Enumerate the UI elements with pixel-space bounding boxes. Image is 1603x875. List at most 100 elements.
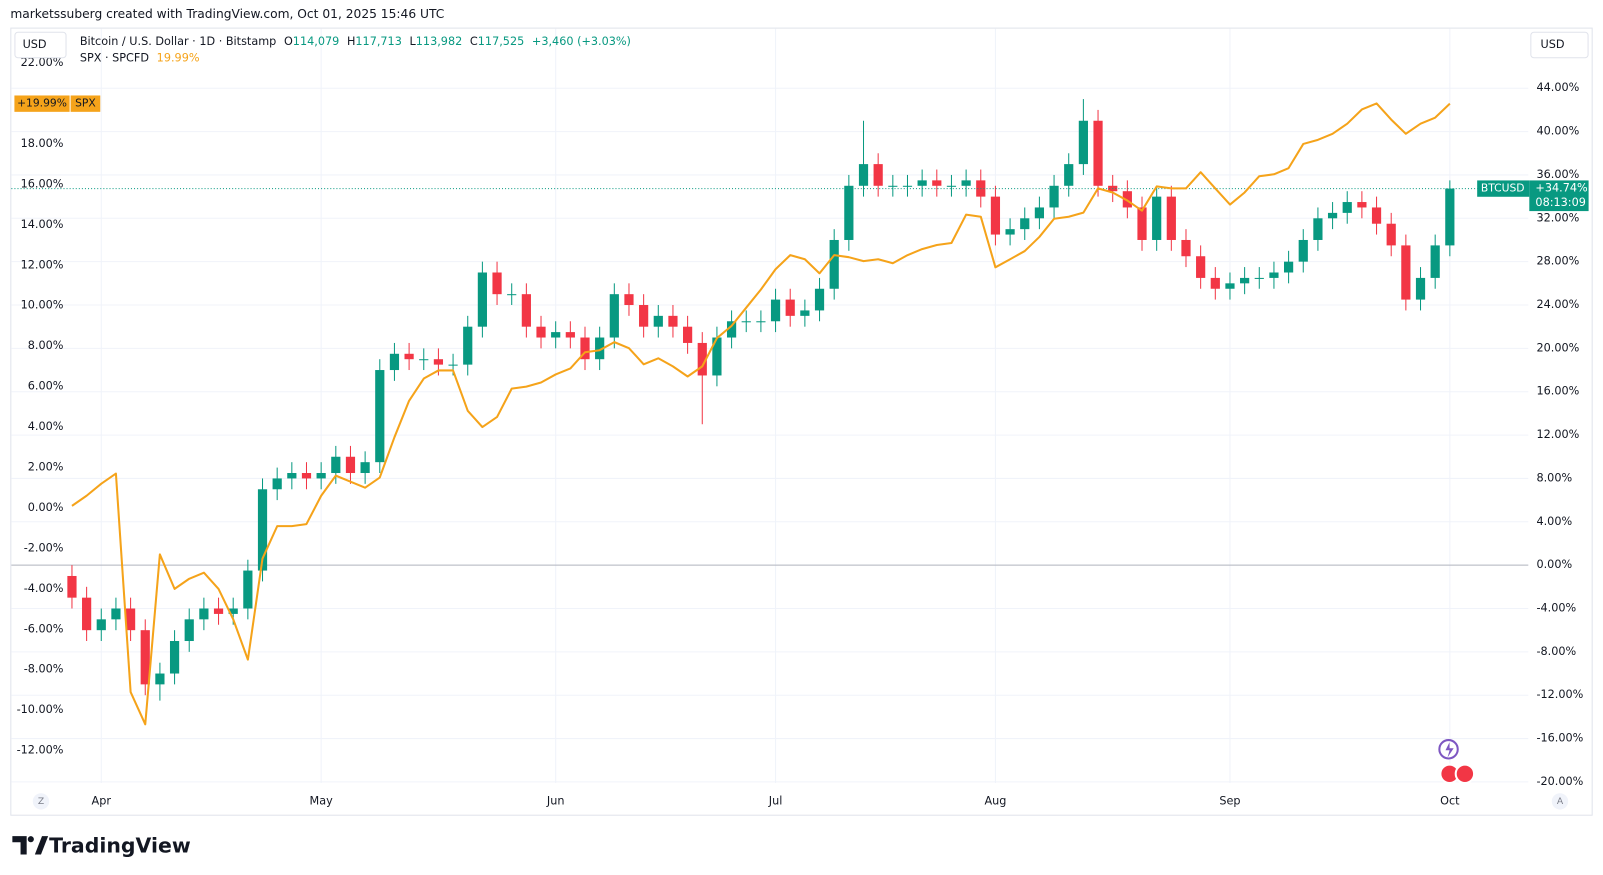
y2-tick-label: -20.00% bbox=[1536, 775, 1583, 788]
auto-label[interactable]: A bbox=[1557, 796, 1564, 807]
candle-body bbox=[800, 310, 810, 316]
candle-body bbox=[785, 299, 795, 316]
legend-value: 113,982 bbox=[416, 35, 462, 48]
candle-body bbox=[419, 359, 429, 361]
candle-body bbox=[257, 489, 268, 571]
legend-line: Bitcoin / U.S. Dollar · 1D · Bitstamp O 1… bbox=[80, 35, 631, 48]
chart-frame bbox=[10, 27, 1593, 816]
candle-body bbox=[551, 332, 561, 338]
overlay: 44.00% 40.00% 36.00% 32.00% 28.00% 24.00% 20.0… bbox=[14, 56, 1589, 807]
candle-body bbox=[272, 478, 282, 490]
price-tag-value: +34.74% bbox=[1535, 182, 1588, 195]
candle-body bbox=[536, 326, 546, 338]
candle-body bbox=[169, 641, 180, 674]
y-tick-label: -8.00% bbox=[24, 663, 64, 676]
y2-tick-label: 4.00% bbox=[1536, 515, 1572, 528]
candle-body bbox=[609, 294, 619, 338]
y2-tick-label: 20.00% bbox=[1536, 341, 1579, 354]
event-flag[interactable] bbox=[1454, 763, 1476, 785]
y-tick-label: 14.00% bbox=[21, 218, 64, 231]
candle-body bbox=[756, 321, 766, 323]
legend-key: H bbox=[347, 35, 355, 48]
candle-body bbox=[873, 164, 883, 186]
candle-body bbox=[433, 359, 444, 365]
currency-button[interactable] bbox=[14, 31, 67, 59]
legend-value: 117,713 bbox=[355, 35, 401, 48]
candle-body bbox=[697, 342, 707, 376]
y2-tick-label: -8.00% bbox=[1536, 645, 1576, 658]
legend-line: SPX · SPCFD 19.99% bbox=[80, 51, 200, 64]
y2-tick-label: 16.00% bbox=[1536, 385, 1579, 398]
candle-body bbox=[125, 608, 136, 631]
candle-body bbox=[301, 473, 312, 479]
y2-tick-label: -4.00% bbox=[1536, 601, 1576, 614]
candle-body bbox=[375, 370, 385, 463]
legend-value: 117,525 bbox=[478, 35, 524, 48]
candle-body bbox=[1269, 272, 1279, 278]
candle-body bbox=[1093, 120, 1103, 186]
candle-body bbox=[1210, 277, 1220, 289]
candle-body bbox=[668, 315, 678, 327]
y-tick-label: 16.00% bbox=[21, 177, 64, 190]
candle-body bbox=[1386, 223, 1396, 246]
candle-body bbox=[829, 239, 839, 289]
candle-body bbox=[521, 294, 531, 327]
candle-body bbox=[1430, 245, 1440, 278]
candle-body bbox=[1196, 256, 1206, 278]
candle-body bbox=[1078, 120, 1088, 165]
candle-body bbox=[213, 608, 224, 614]
candle-body bbox=[404, 353, 414, 360]
candle-body bbox=[1152, 196, 1162, 240]
legend-key: C bbox=[470, 35, 478, 48]
auto-button[interactable] bbox=[1551, 793, 1569, 810]
candle-body bbox=[1020, 218, 1030, 230]
y2-tick-label: -16.00% bbox=[1536, 732, 1583, 745]
y-tick-label: 18.00% bbox=[21, 137, 64, 150]
series-tag bbox=[14, 95, 70, 112]
candle-body bbox=[287, 473, 297, 479]
candle-body bbox=[1445, 188, 1455, 246]
candle-body bbox=[990, 196, 1001, 235]
candle-body bbox=[1357, 202, 1367, 208]
currency-label[interactable]: USD bbox=[1541, 38, 1565, 51]
candle-body bbox=[448, 364, 458, 366]
legend-key: L bbox=[410, 35, 417, 48]
x-tick-label: Jun bbox=[546, 794, 565, 807]
candle-body bbox=[888, 185, 898, 187]
y-tick-label: -12.00% bbox=[17, 744, 64, 757]
legend-title: Bitcoin / U.S. Dollar · 1D · Bitstamp bbox=[80, 35, 276, 48]
candle-body bbox=[858, 164, 869, 186]
candle-body bbox=[1034, 207, 1045, 219]
candle-body bbox=[155, 673, 165, 685]
candle-body bbox=[1166, 196, 1176, 240]
y-tick-label: 2.00% bbox=[28, 460, 64, 473]
zoom-label[interactable]: Z bbox=[38, 796, 44, 807]
zoom-button[interactable] bbox=[32, 793, 50, 810]
currency-label[interactable]: USD bbox=[23, 38, 47, 51]
candle-body bbox=[360, 462, 370, 474]
currency-button[interactable] bbox=[1530, 31, 1589, 59]
legend-compare-value: 19.99% bbox=[157, 51, 200, 64]
y2-tick-label: 0.00% bbox=[1536, 558, 1572, 571]
y2-tick-label: 32.00% bbox=[1536, 211, 1579, 224]
y2-tick-label: 8.00% bbox=[1536, 471, 1572, 484]
y-tick-label: 6.00% bbox=[28, 380, 64, 393]
series-tag-name: SPX bbox=[75, 97, 96, 110]
candle-body bbox=[917, 180, 927, 186]
candle-body bbox=[1225, 283, 1235, 289]
price-tag bbox=[1529, 180, 1589, 212]
candle-body bbox=[184, 619, 194, 642]
x-tick-label: Sep bbox=[1219, 794, 1240, 807]
candle-body bbox=[712, 337, 722, 376]
candle-body bbox=[1401, 245, 1411, 300]
series-tag-name: BTCUSD bbox=[1481, 182, 1525, 195]
candle-body bbox=[961, 180, 971, 186]
candle-body bbox=[1254, 277, 1264, 279]
logo-mark bbox=[12, 836, 49, 855]
price-tag-countdown: 08:13:09 bbox=[1535, 196, 1585, 209]
candle-body bbox=[1240, 277, 1250, 284]
legend-key: O bbox=[284, 35, 293, 48]
y-tick-label: -6.00% bbox=[24, 622, 64, 635]
